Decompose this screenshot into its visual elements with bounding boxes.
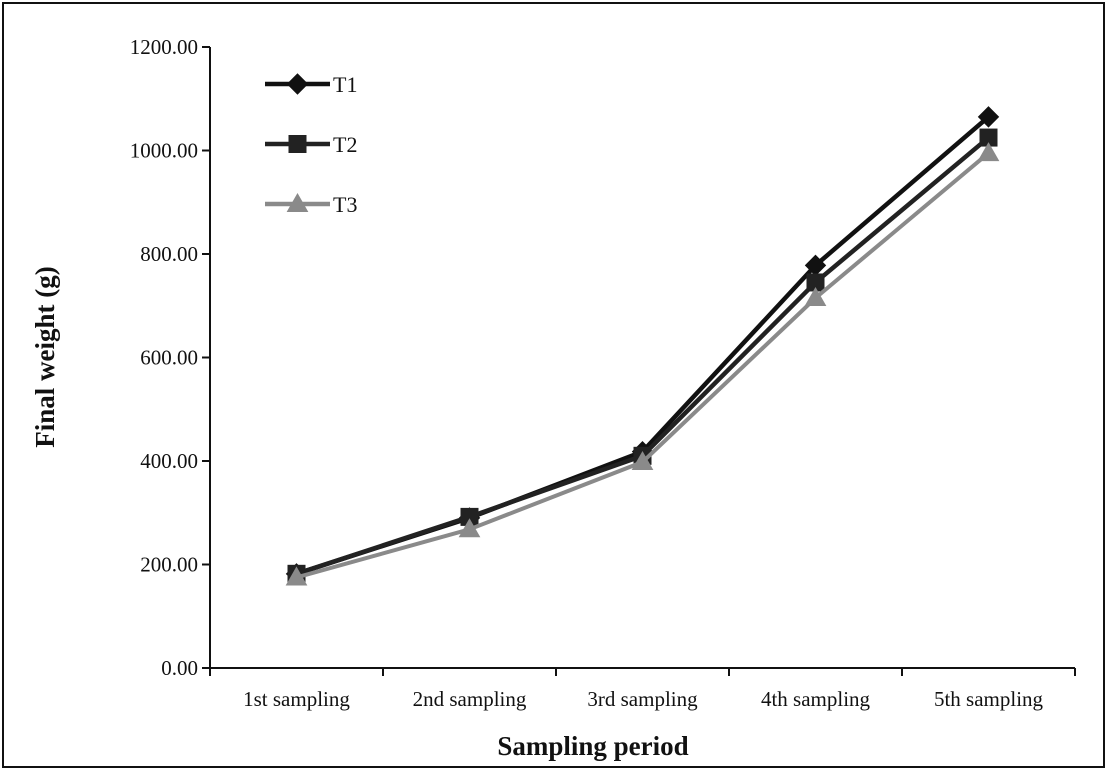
data-point xyxy=(804,286,827,306)
y-tick-label: 1000.00 xyxy=(130,139,198,163)
data-point xyxy=(977,106,1000,128)
y-tick-label: 1200.00 xyxy=(130,35,198,59)
data-point xyxy=(286,73,309,95)
data-point xyxy=(285,566,308,586)
y-tick-label: 0.00 xyxy=(161,656,198,680)
data-point xyxy=(631,451,654,471)
x-tick-label: 3rd sampling xyxy=(587,687,698,711)
y-tick-label: 200.00 xyxy=(140,553,198,577)
legend-label: T2 xyxy=(333,132,357,157)
y-tick-label: 600.00 xyxy=(140,346,198,370)
series-t3 xyxy=(285,142,1000,586)
legend-label: T1 xyxy=(333,72,357,97)
x-tick-label: 5th sampling xyxy=(934,687,1044,711)
data-point xyxy=(458,518,481,538)
x-tick-label: 1st sampling xyxy=(243,687,350,711)
data-point xyxy=(977,142,1000,162)
legend-label: T3 xyxy=(333,192,357,217)
data-point xyxy=(288,135,307,153)
y-axis-title: Final weight (g) xyxy=(30,266,60,448)
x-axis-title: Sampling period xyxy=(497,731,688,761)
data-point xyxy=(286,192,309,212)
legend-item-t1: T1 xyxy=(265,72,357,97)
x-tick-label: 2nd sampling xyxy=(413,687,527,711)
y-tick-label: 400.00 xyxy=(140,449,198,473)
y-tick-label: 800.00 xyxy=(140,242,198,266)
legend-item-t3: T3 xyxy=(265,192,357,217)
legend-item-t2: T2 xyxy=(265,132,357,157)
x-tick-label: 4th sampling xyxy=(761,687,871,711)
